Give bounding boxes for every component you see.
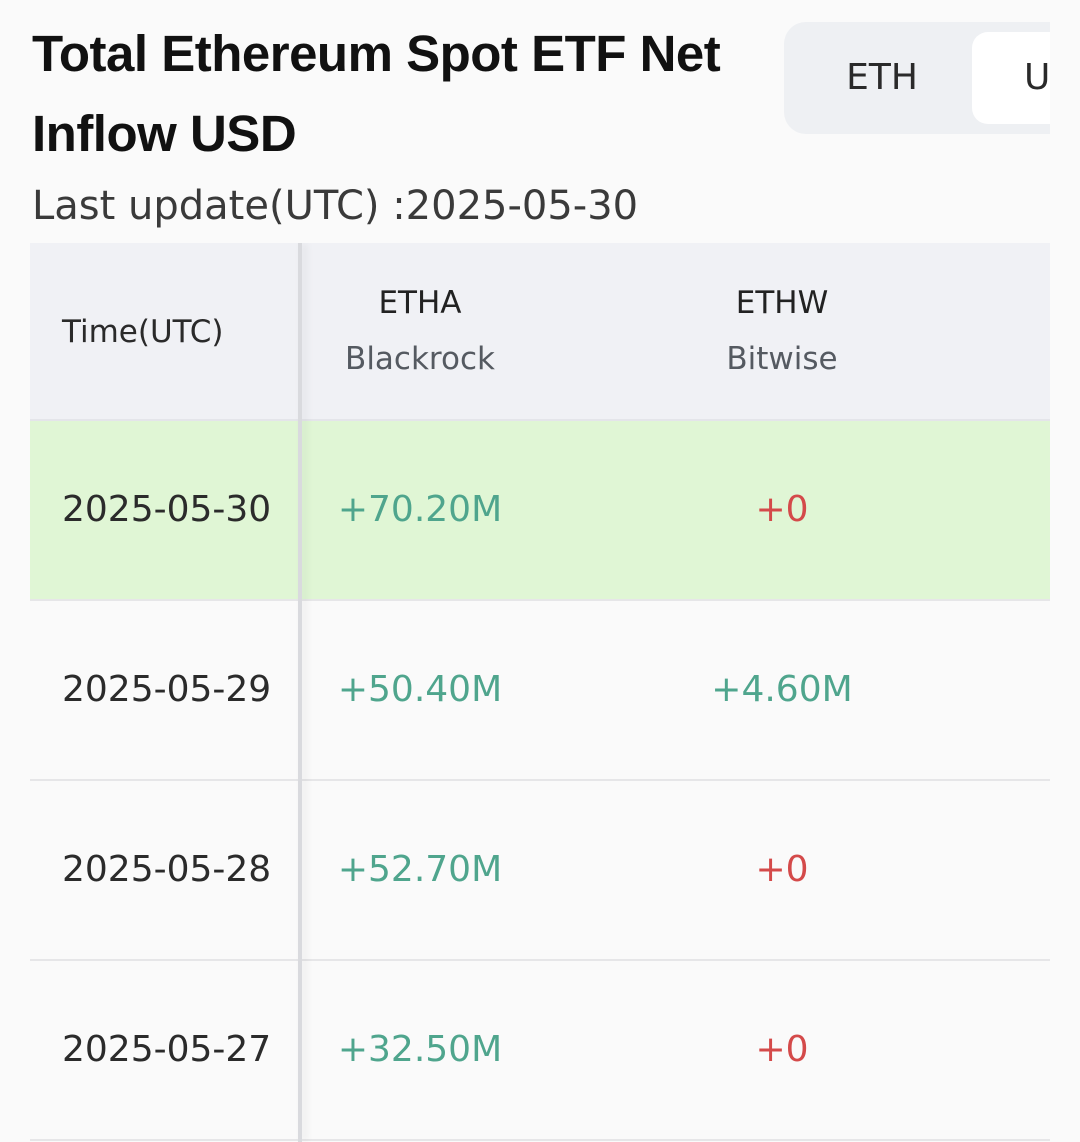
row-etha-value: +52.70M (337, 849, 503, 890)
column-header-etha[interactable]: ETHA Blackrock (270, 283, 570, 379)
row-etha-value: +32.50M (337, 1029, 503, 1070)
table-row[interactable]: 2025-05-29 +50.40M +4.60M (30, 601, 1050, 781)
viewport-edge (1050, 0, 1080, 1142)
column-header-ethw[interactable]: ETHW Bitwise (632, 283, 932, 379)
last-update-label: Last update(UTC) :2025-05-30 (32, 183, 639, 229)
sticky-column-divider (298, 243, 302, 1142)
column-issuer: Bitwise (726, 341, 838, 377)
column-ticker: ETHA (378, 285, 462, 321)
table-row[interactable]: 2025-05-28 +52.70M +0 (30, 781, 1050, 961)
row-etha-value: +70.20M (337, 489, 503, 530)
row-ethw-value: +0 (755, 849, 809, 890)
row-ethw-value: +4.60M (711, 669, 853, 710)
column-header-time[interactable]: Time(UTC) (62, 314, 224, 350)
unit-toggle: ETH U (784, 22, 1080, 134)
column-issuer: Blackrock (345, 341, 495, 377)
column-ticker: ETHW (735, 285, 829, 321)
row-date: 2025-05-30 (62, 489, 272, 530)
page-title: Total Ethereum Spot ETF Net Inflow USD (32, 25, 721, 162)
toggle-eth-option[interactable]: ETH (846, 57, 918, 98)
row-date: 2025-05-29 (62, 669, 272, 710)
inflow-table: Time(UTC) ETHA Blackrock ETHW Bitwise 20… (30, 243, 1050, 1142)
table-header: Time(UTC) ETHA Blackrock ETHW Bitwise (30, 243, 1050, 421)
table-row[interactable]: 2025-05-27 +32.50M +0 (30, 961, 1050, 1141)
row-etha-value: +50.40M (337, 669, 503, 710)
table-row[interactable]: 2025-05-30 +70.20M +0 (30, 421, 1050, 601)
row-date: 2025-05-28 (62, 849, 272, 890)
row-ethw-value: +0 (755, 489, 809, 530)
row-date: 2025-05-27 (62, 1029, 272, 1070)
row-ethw-value: +0 (755, 1029, 809, 1070)
